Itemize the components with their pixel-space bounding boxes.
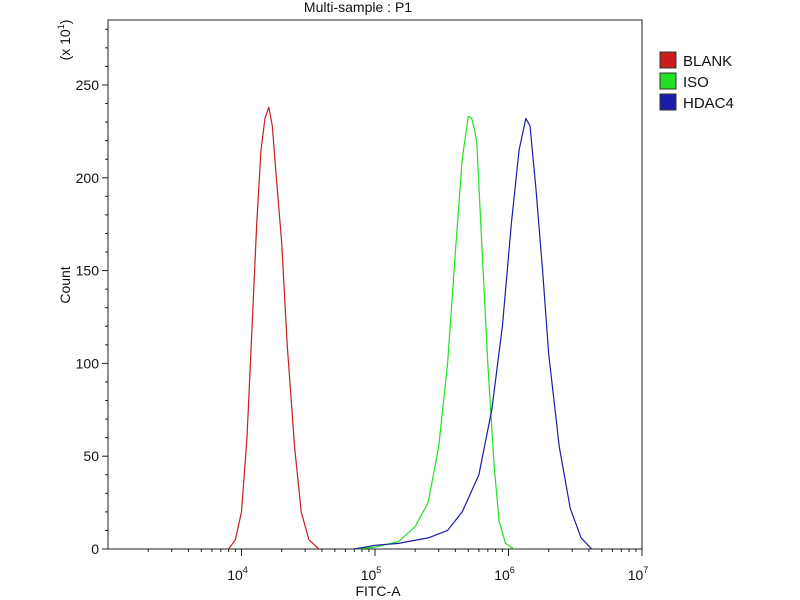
x-tick-base: 10 bbox=[361, 567, 377, 583]
y-multiplier-exp: 1 bbox=[56, 24, 66, 29]
x-tick-exp: 6 bbox=[510, 565, 515, 575]
x-tick-base: 10 bbox=[628, 567, 644, 583]
x-tick-exp: 5 bbox=[376, 565, 381, 575]
legend-swatch-blank bbox=[659, 51, 677, 69]
x-tick-label: 106 bbox=[494, 565, 515, 583]
x-tick-label: 104 bbox=[227, 565, 248, 583]
x-tick-exp: 4 bbox=[243, 565, 248, 575]
y-tick-label: 200 bbox=[76, 170, 100, 186]
y-axis-label: Count bbox=[57, 266, 73, 303]
x-tick-base: 10 bbox=[227, 567, 243, 583]
x-axis: 104 105 106 107 bbox=[147, 549, 649, 583]
series-line-hdac4 bbox=[354, 117, 593, 550]
legend-swatch-hdac4 bbox=[659, 93, 677, 111]
y-tick-label: 100 bbox=[76, 355, 100, 371]
series-line-iso bbox=[354, 115, 515, 550]
x-tick-label: 107 bbox=[628, 565, 649, 583]
y-multiplier-prefix: (x 10 bbox=[57, 29, 73, 60]
legend-label-blank: BLANK bbox=[683, 53, 732, 70]
legend-swatch-iso bbox=[659, 72, 677, 90]
legend-label-iso: ISO bbox=[683, 74, 709, 91]
y-multiplier-label: (x 101) bbox=[56, 20, 73, 61]
x-tick-exp: 7 bbox=[643, 565, 648, 575]
y-multiplier-suffix: ) bbox=[57, 20, 73, 25]
series-group bbox=[228, 106, 593, 550]
y-axis: 0 50 100 150 200 250 bbox=[76, 28, 108, 557]
y-tick-label: 250 bbox=[76, 77, 100, 93]
legend: BLANK ISO HDAC4 bbox=[659, 51, 734, 112]
y-tick-label: 150 bbox=[76, 263, 100, 279]
chart-title: Multi-sample : P1 bbox=[304, 0, 412, 15]
legend-label-hdac4: HDAC4 bbox=[683, 95, 734, 112]
plot-frame bbox=[107, 19, 643, 550]
x-axis-label: FITC-A bbox=[355, 583, 401, 599]
x-tick-base: 10 bbox=[494, 567, 510, 583]
x-tick-label: 105 bbox=[361, 565, 382, 583]
series-line-blank bbox=[228, 106, 320, 550]
y-tick-label: 50 bbox=[83, 448, 99, 464]
y-tick-label: 0 bbox=[91, 541, 99, 557]
